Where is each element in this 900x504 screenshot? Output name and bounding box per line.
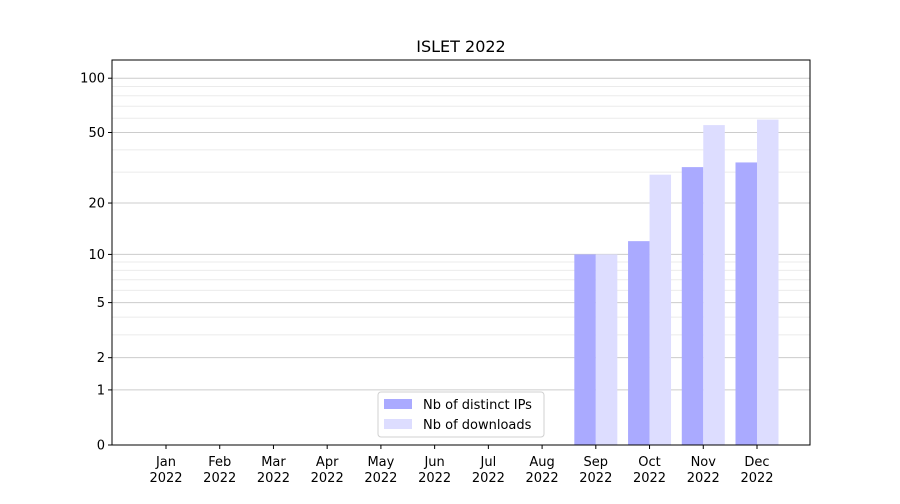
x-tick-label-month: Jul	[480, 455, 497, 470]
y-tick-label: 10	[88, 248, 105, 263]
legend-swatch	[384, 399, 412, 409]
y-tick-label: 100	[80, 72, 105, 87]
bar-distinct-ips	[628, 241, 650, 445]
bar-distinct-ips	[735, 162, 757, 445]
x-tick-label-year: 2022	[149, 471, 182, 486]
chart-title: ISLET 2022	[416, 37, 505, 56]
x-tick-label-month: Feb	[208, 455, 231, 470]
bar-downloads	[595, 254, 618, 445]
bar-downloads	[703, 125, 725, 445]
plot-frame	[111, 59, 811, 446]
legend-label: Nb of distinct IPs	[423, 398, 532, 413]
x-tick-label-year: 2022	[472, 471, 505, 486]
x-tick-label-year: 2022	[740, 471, 773, 486]
bar-downloads	[649, 174, 672, 445]
x-tick-label-year: 2022	[579, 471, 612, 486]
x-tick-label-month: Oct	[638, 455, 660, 470]
x-tick-label-year: 2022	[418, 471, 451, 486]
x-tick-label-month: Jun	[423, 455, 444, 470]
x-tick-label-year: 2022	[687, 471, 720, 486]
legend-label: Nb of downloads	[423, 418, 532, 433]
legend: Nb of distinct IPs Nb of downloads	[377, 391, 545, 438]
y-tick-label: 5	[97, 296, 105, 311]
y-tick-label: 2	[97, 351, 105, 366]
y-tick-label: 0	[97, 439, 105, 454]
y-tick-label: 20	[88, 197, 105, 212]
x-tick-label-year: 2022	[526, 471, 559, 486]
bar-distinct-ips	[574, 254, 596, 445]
x-tick-label-year: 2022	[633, 471, 666, 486]
x-tick-label-year: 2022	[203, 471, 236, 486]
bar-downloads	[757, 119, 779, 446]
x-tick-label-month: Sep	[584, 455, 609, 470]
x-tick-label-month: Dec	[744, 455, 769, 470]
x-tick-label-month: Jan	[155, 455, 176, 470]
x-tick-label-year: 2022	[257, 471, 290, 486]
y-tick-label: 1	[97, 383, 105, 398]
x-tick-label-month: Nov	[691, 455, 717, 470]
x-tick-label-year: 2022	[311, 471, 344, 486]
y-tick-label: 50	[88, 126, 105, 141]
x-tick-label-month: Apr	[316, 455, 339, 470]
legend-box	[377, 391, 545, 438]
x-tick-label-month: May	[367, 455, 394, 470]
legend-swatch	[384, 419, 412, 429]
x-tick-label-month: Mar	[261, 455, 286, 470]
x-tick-label-month: Aug	[529, 455, 554, 470]
x-tick-label-year: 2022	[364, 471, 397, 486]
bar-distinct-ips	[681, 167, 704, 445]
